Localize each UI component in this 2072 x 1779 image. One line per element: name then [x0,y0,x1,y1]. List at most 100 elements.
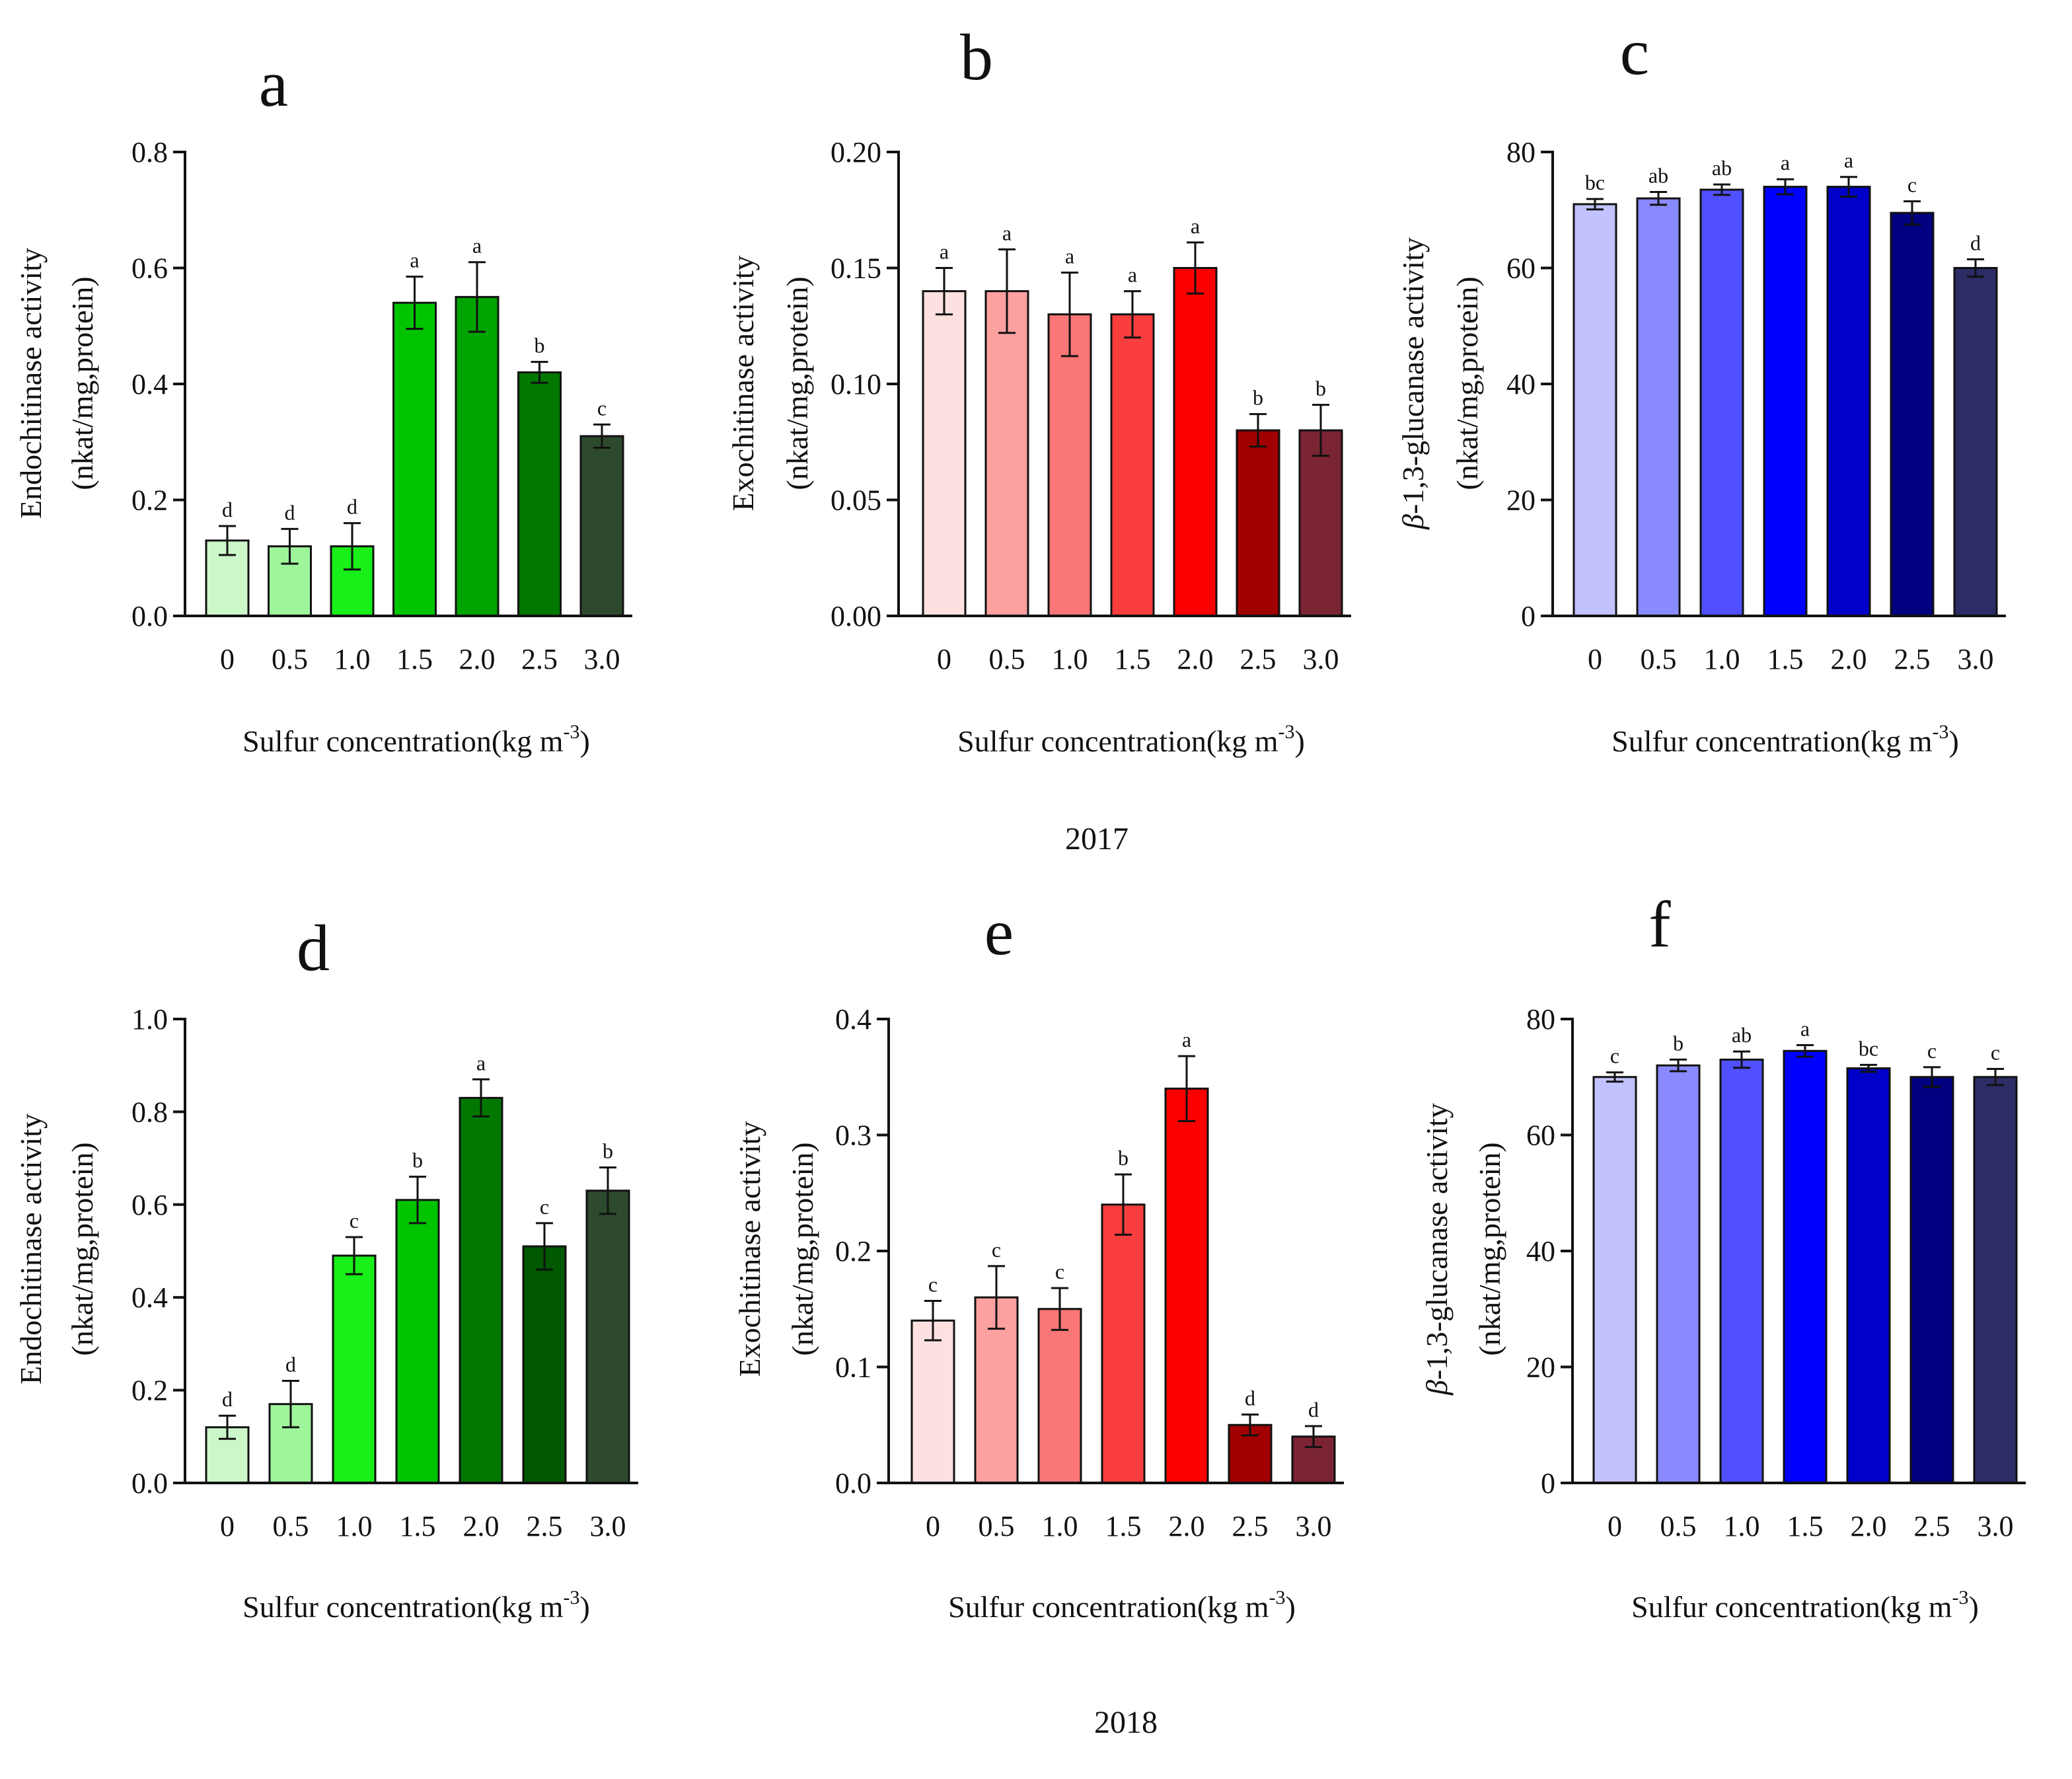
bar-b-0 [922,290,967,617]
error-bar-c-4 [1840,176,1857,198]
sig-letter-d-5: c [540,1195,549,1219]
x-tick-label-c-1: 0.5 [1641,643,1677,675]
x-axis-title-end-a: ) [580,724,590,758]
x-tick-label-a-0: 0 [220,643,235,675]
x-tick-label-a-6: 3.0 [584,643,620,675]
error-bar-b-1 [998,248,1016,334]
error-bar-e-1 [988,1265,1005,1330]
y-axis-title-line1-e: Exochitinase activity [733,1121,766,1377]
year-label-2018: 2018 [1094,1705,1158,1740]
y-tick-label-f-2: 40 [1526,1235,1555,1268]
y-tick-label-e-4: 0.4 [835,1003,871,1036]
error-bar-d-3 [409,1176,426,1225]
bar-c-3 [1763,186,1808,617]
sig-letter-d-3: b [412,1149,423,1172]
x-axis-title-sup-b: -3 [1278,721,1295,743]
y-axis-title-e: Exochitinase activity [733,1121,766,1377]
x-tick-label-d-1: 0.5 [273,1510,309,1542]
x-axis-title-main-f: Sulfur concentration(kg m [1631,1590,1952,1624]
bar-d-3 [395,1199,440,1484]
y-axis-title-b: Exochitinase activity [726,255,760,511]
bar-f-3 [1783,1049,1828,1484]
error-bar-b-2 [1061,272,1078,358]
bar-f-5 [1909,1076,1954,1484]
y-tick-label-a-0: 0.0 [131,600,168,632]
x-tick-label-a-5: 2.5 [521,643,558,675]
sig-letter-f-2: ab [1732,1023,1752,1047]
x-tick-label-b-1: 0.5 [989,643,1025,675]
sig-letter-b-1: a [1002,221,1012,245]
sig-letter-c-4: a [1844,149,1853,172]
x-tick-label-e-2: 1.0 [1042,1510,1078,1542]
sig-letter-b-5: b [1253,386,1263,410]
bar-f-4 [1846,1067,1891,1484]
error-bar-b-5 [1249,413,1267,448]
y-axis-title-f: β-1,3-glucanase activity [1420,1103,1454,1396]
bar-e-0 [910,1319,955,1484]
x-tick-label-b-2: 1.0 [1052,643,1088,675]
y-axis-title-line2-b: (nkat/mg,protein) [780,276,814,490]
y-axis-title-line2-d: (nkat/mg,protein) [65,1142,99,1355]
bar-b-5 [1236,429,1280,617]
x-tick-label-e-6: 3.0 [1296,1510,1332,1542]
y-axis-title-line1-f: -1,3-glucanase activity [1420,1103,1454,1380]
x-axis-title-e: Sulfur concentration(kg m-3) [948,1587,1296,1624]
bar-c-5 [1890,211,1935,617]
y-tick-label-a-1: 0.2 [131,484,168,517]
x-axis-title-a: Sulfur concentration(kg m-3) [242,721,590,758]
chart-panel-e: e c 0 c 0.5 c 1.0 b 1.5 a 2.0 d 2.5 d 3.0 0.0 0.1 0.2 0.3 0… [733,895,1344,1624]
error-bar-f-0 [1606,1071,1623,1083]
error-bar-f-1 [1670,1058,1687,1073]
sig-letter-e-2: c [1055,1260,1064,1283]
x-tick-label-b-5: 2.5 [1240,643,1276,675]
charts-container: a d 0 d 0.5 d 1.0 a 1.5 a 2.0 b 2.5 c 3.0 0.0 0.2 0.4 0.6 0… [14,15,2026,1624]
sig-letter-a-6: c [597,396,607,420]
x-axis-title-end-e: ) [1286,1590,1296,1624]
x-tick-label-b-6: 3.0 [1303,643,1339,675]
x-tick-label-a-3: 1.5 [396,643,433,675]
y-tick-label-f-3: 60 [1526,1119,1555,1152]
bar-e-3 [1101,1203,1146,1484]
x-tick-label-d-2: 1.0 [336,1510,373,1542]
x-tick-label-a-4: 2.0 [459,643,496,675]
error-bar-c-5 [1904,200,1921,226]
error-bar-c-1 [1650,191,1667,206]
bar-d-4 [459,1096,503,1484]
error-bar-d-0 [219,1414,236,1440]
chart-panel-f: fc0b0.5ab1.0a1.5bc2.0c2.5c3.0020406080β-… [1420,888,2026,1624]
error-bar-f-2 [1733,1050,1750,1069]
x-axis-title-end-d: ) [580,1590,590,1624]
bar-c-1 [1636,197,1681,617]
y-axis-title-a: Endochitinase activity [14,248,48,519]
y-tick-label-d-0: 0.0 [131,1467,168,1499]
sig-letter-d-0: d [222,1387,233,1411]
sig-letter-e-5: d [1245,1386,1255,1410]
x-tick-label-e-1: 0.5 [979,1510,1015,1542]
y-axis-title-line2-f: (nkat/mg,protein) [1473,1142,1506,1355]
error-bar-e-5 [1241,1413,1259,1437]
sig-letter-f-3: a [1800,1016,1810,1040]
sig-letter-a-4: a [472,234,482,258]
bar-b-3 [1110,313,1155,617]
sig-letter-a-2: d [347,495,357,519]
x-axis-title-sup-a: -3 [564,721,580,743]
x-tick-label-a-2: 1.0 [334,643,371,675]
x-tick-label-d-3: 1.5 [400,1510,436,1542]
x-axis-title-main-a: Sulfur concentration(kg m [242,724,564,758]
sig-letter-c-2: ab [1712,156,1732,180]
x-tick-label-e-5: 2.5 [1232,1510,1269,1542]
error-bar-b-0 [936,267,953,316]
error-bar-a-0 [219,525,236,556]
bar-d-6 [585,1190,630,1484]
sig-letter-e-0: c [928,1272,938,1296]
sig-letter-a-3: a [410,248,419,272]
y-tick-label-e-2: 0.2 [835,1235,871,1268]
sig-letter-b-4: a [1191,214,1200,238]
sig-letter-b-6: b [1315,377,1326,400]
x-tick-label-c-0: 0 [1588,643,1602,675]
x-tick-label-c-2: 1.0 [1704,643,1740,675]
y-tick-label-e-1: 0.1 [835,1351,871,1384]
x-tick-label-d-5: 2.5 [527,1510,563,1542]
x-axis-title-c: Sulfur concentration(kg m-3) [1611,721,1959,758]
